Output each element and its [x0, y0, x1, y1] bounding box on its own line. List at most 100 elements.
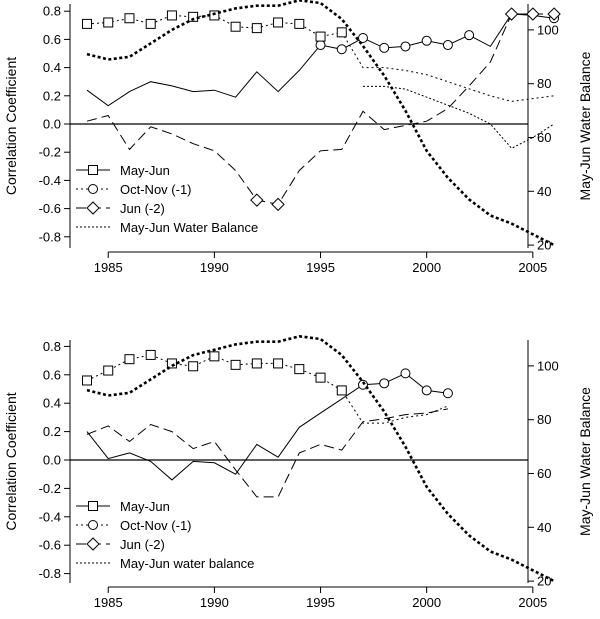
data-point-circle — [421, 385, 432, 396]
data-point-square — [273, 17, 284, 28]
data-point-square — [336, 385, 347, 396]
legend-square-marker — [88, 165, 98, 175]
y-tick-label: 0.6 — [43, 367, 61, 382]
y-tick-label: 0.8 — [43, 339, 61, 354]
data-point-circle — [336, 44, 347, 55]
data-point-diamond — [504, 7, 519, 21]
data-point-circle — [379, 42, 390, 53]
data-point-circle — [357, 379, 368, 390]
data-point-square — [145, 349, 156, 360]
data-point-circle — [400, 368, 411, 379]
data-point-circle — [400, 41, 411, 52]
legend-label: May-Jun — [120, 499, 170, 514]
x-tick-label: 1985 — [94, 595, 123, 610]
y-tick-label: 0.2 — [43, 88, 61, 103]
legend-label: Jun (-2) — [120, 537, 165, 552]
data-point-square — [124, 354, 135, 365]
data-point-diamond — [547, 7, 561, 21]
legend-label: May-Jun — [120, 163, 170, 178]
series-line-water-balance-trend — [86, 334, 555, 583]
y-tick-label: 0.4 — [43, 60, 61, 75]
y-tick-label: -0.8 — [39, 566, 61, 581]
right-y-tick-label: 80 — [537, 412, 551, 427]
x-tick-label: 1990 — [200, 595, 229, 610]
y-tick-label: 0.0 — [43, 453, 61, 468]
data-point-square — [103, 365, 114, 376]
data-point-square — [251, 23, 262, 34]
series-line-oct-nov-1- — [86, 14, 555, 102]
y-tick-label: 0.0 — [43, 117, 61, 132]
data-point-square — [294, 18, 305, 29]
right-y-tick-label: 40 — [537, 184, 551, 199]
y-tick-label: 0.6 — [43, 32, 61, 47]
x-tick-label: 2000 — [412, 595, 441, 610]
right-y-tick-label: 20 — [537, 574, 551, 589]
data-point-circle — [315, 40, 326, 51]
data-point-diamond — [271, 197, 285, 212]
data-point-square — [166, 358, 177, 369]
y-tick-label: -0.4 — [39, 173, 61, 188]
chart-panel-2: 1985 1990 1995 2000 2005 0.8 0.6 0.4 0.2 0.0 -0.2 -… — [3, 334, 593, 610]
data-point-circle — [464, 30, 475, 41]
y-tick-label: -0.2 — [39, 481, 61, 496]
x-tick-label: 2005 — [518, 260, 547, 275]
x-tick-label: 2005 — [518, 595, 547, 610]
data-point-diamond — [526, 7, 540, 21]
data-point-square — [82, 375, 92, 386]
legend-diamond-marker — [86, 537, 100, 551]
data-point-square — [103, 17, 114, 28]
data-point-square — [166, 10, 177, 21]
series-line-may-jun — [86, 13, 555, 107]
x-tick-label: 1990 — [200, 260, 229, 275]
series-line-may-jun — [86, 372, 448, 481]
legend-diamond-marker — [86, 201, 100, 215]
y-tick-label: -0.4 — [39, 509, 61, 524]
legend-circle-marker — [88, 184, 98, 194]
data-point-square — [145, 18, 156, 29]
right-y-tick-label: 20 — [537, 238, 551, 253]
data-point-square — [188, 361, 199, 372]
y-tick-label: -0.8 — [39, 229, 61, 244]
x-tick-label: 2000 — [412, 260, 441, 275]
legend-label: May-Jun water balance — [120, 556, 254, 571]
right-y-tick-label: 60 — [537, 130, 551, 145]
series-line-water-balance-trend — [86, 0, 555, 247]
y-tick-label: 0.2 — [43, 424, 61, 439]
legend-square-marker — [88, 501, 98, 511]
y-axis-label: Correlation Coefficient — [3, 392, 19, 530]
y-axis-label: Correlation Coefficient — [3, 57, 19, 195]
data-point-square — [230, 21, 241, 32]
series-line-jun-2- — [86, 408, 448, 498]
y-tick-label: -0.2 — [39, 145, 61, 160]
right-y-tick-label: 60 — [537, 466, 551, 481]
data-point-square — [273, 358, 284, 369]
legend-circle-marker — [88, 520, 98, 530]
chart-panel-1: 1985 1990 1995 2000 2005 0.8 0.6 0.4 0.2 0.0 -0.2 -… — [3, 0, 593, 275]
x-tick-label: 1985 — [94, 260, 123, 275]
data-point-square — [82, 18, 92, 29]
data-point-circle — [357, 32, 368, 43]
y-tick-label: 0.4 — [43, 396, 61, 411]
data-point-square — [251, 358, 262, 369]
data-point-circle — [442, 388, 453, 399]
data-point-circle — [421, 35, 432, 46]
data-point-square — [209, 10, 220, 21]
data-point-circle — [379, 378, 390, 389]
y-tick-label: 0.8 — [43, 4, 61, 19]
legend-label: Oct-Nov (-1) — [120, 518, 192, 533]
y-tick-label: -0.6 — [39, 201, 61, 216]
data-point-square — [230, 359, 241, 370]
right-y-tick-label: 100 — [537, 358, 559, 373]
right-y-tick-label: 80 — [537, 76, 551, 91]
data-point-square — [315, 31, 326, 42]
data-point-diamond — [250, 193, 264, 207]
data-point-square — [336, 27, 347, 38]
legend-label: Jun (-2) — [120, 201, 165, 216]
series-line-jun-2- — [86, 13, 555, 205]
data-point-square — [294, 364, 305, 375]
right-y-axis-label: May-Jun Water Balance — [577, 51, 593, 200]
series-line-oct-nov-1- — [86, 354, 449, 424]
x-tick-label: 1995 — [306, 595, 335, 610]
data-point-square — [209, 351, 220, 362]
